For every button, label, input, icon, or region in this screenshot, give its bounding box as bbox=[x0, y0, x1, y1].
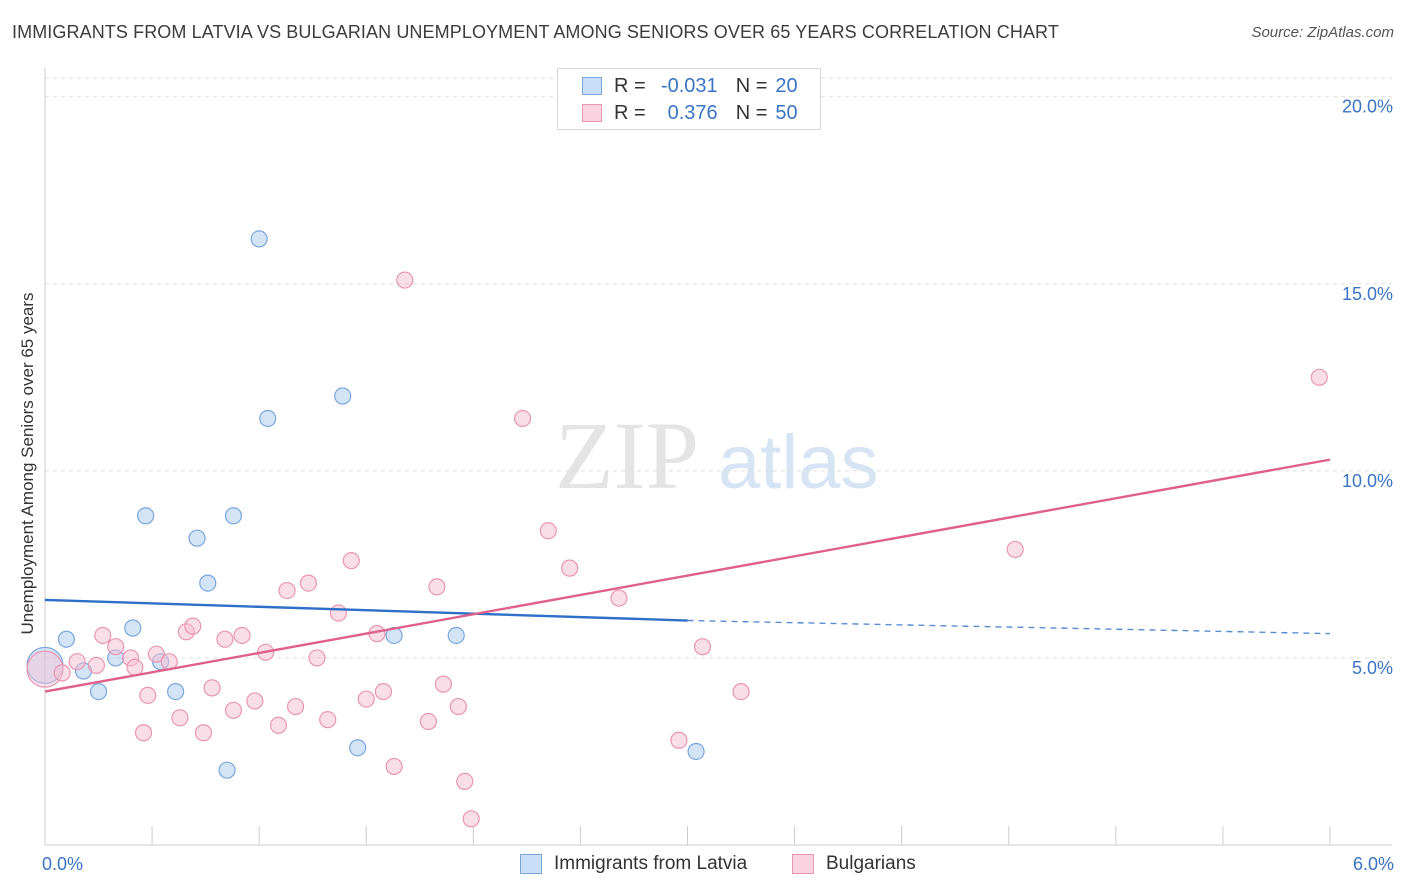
bulgarian-point bbox=[449, 697, 467, 716]
bulgarian-point bbox=[286, 697, 305, 716]
latvia-point bbox=[199, 574, 217, 592]
bulgarian-point bbox=[539, 522, 557, 540]
bulgarian-point bbox=[87, 656, 106, 675]
latvia-point bbox=[167, 682, 185, 701]
bulgarian-point bbox=[224, 701, 243, 719]
latvia-point bbox=[124, 619, 142, 637]
bulgarian-point bbox=[233, 626, 251, 645]
chart-title: IMMIGRANTS FROM LATVIA VS BULGARIAN UNEM… bbox=[12, 22, 1059, 42]
bulgarian-point bbox=[732, 682, 750, 701]
stats-row-latvia: R = -0.031 N = 20 bbox=[582, 73, 798, 99]
bulgarian-point bbox=[94, 626, 112, 645]
r-label: R = bbox=[614, 101, 646, 124]
bulgarian-point bbox=[278, 581, 296, 600]
bulgarian-point bbox=[107, 638, 125, 656]
latvia-point bbox=[188, 529, 206, 547]
bulgarian-point bbox=[147, 645, 165, 663]
legend-item-bulgarians[interactable]: Bulgarians bbox=[792, 852, 916, 876]
y-tick-label: 10.0% bbox=[1342, 471, 1393, 491]
bulgarian-point bbox=[396, 271, 414, 289]
bulgarian-point bbox=[68, 653, 86, 671]
latvia-point bbox=[687, 742, 705, 761]
bulgarian-point bbox=[194, 724, 213, 742]
latvia-point bbox=[447, 626, 465, 645]
n-label: N = bbox=[735, 74, 768, 97]
bulgarian-point bbox=[428, 578, 446, 596]
watermark-zip: ZIP bbox=[555, 402, 699, 509]
r-value-latvia: -0.031 bbox=[660, 74, 718, 97]
stats-box: R = -0.031 N = 20 R = 0.376 N = 50 bbox=[557, 68, 821, 130]
y-tick-label: 20.0% bbox=[1342, 97, 1393, 117]
watermark-atlas: atlas bbox=[718, 420, 879, 505]
latvia-point bbox=[259, 409, 277, 428]
stats-row-bulgarians: R = 0.376 N = 50 bbox=[582, 100, 798, 126]
bulgarian-point bbox=[308, 649, 326, 667]
latvia-point bbox=[250, 230, 268, 248]
y-axis-title: Unemployment Among Seniors over 65 years bbox=[18, 292, 37, 634]
bulgarian-point bbox=[670, 731, 688, 749]
y-tick-label: 5.0% bbox=[1352, 658, 1393, 678]
legend-bulgarians-label: Bulgarians bbox=[826, 853, 916, 874]
bulgarian-point bbox=[203, 679, 221, 697]
n-value-latvia: 20 bbox=[775, 74, 798, 97]
latvia-point bbox=[89, 682, 108, 701]
bulgarian-point bbox=[134, 724, 153, 742]
bulgarian-point bbox=[1310, 368, 1328, 386]
legend-latvia-swatch bbox=[520, 854, 542, 874]
bulgarian-point bbox=[53, 664, 71, 682]
legend-item-latvia[interactable]: Immigrants from Latvia bbox=[520, 852, 747, 876]
bulgarian-point bbox=[216, 630, 234, 648]
bulgarian-point bbox=[357, 690, 375, 708]
latvia-point bbox=[349, 739, 367, 757]
latvia-point bbox=[218, 761, 236, 779]
bulgarian-point bbox=[139, 686, 157, 704]
bulgarian-point bbox=[693, 638, 712, 656]
bulgarian-point bbox=[299, 574, 318, 592]
bulgarian-point bbox=[385, 757, 403, 776]
latvia-point bbox=[224, 507, 243, 525]
source-label: Source: ZipAtlas.com bbox=[1251, 24, 1394, 41]
latvia-point bbox=[57, 630, 76, 648]
bulgarian-point bbox=[171, 709, 189, 727]
bulgarian-point bbox=[561, 559, 579, 577]
bulgarian-point bbox=[374, 682, 392, 701]
bulgarian-point bbox=[126, 658, 144, 676]
bulgarian-point bbox=[1006, 540, 1024, 559]
latvia-swatch bbox=[582, 77, 602, 95]
bulgarians-swatch bbox=[582, 104, 602, 122]
bulgarian-trend-line bbox=[44, 458, 1331, 693]
bulgarian-point bbox=[462, 810, 480, 828]
bulgarian-point bbox=[419, 712, 437, 731]
x-tick-label: 0.0% bbox=[42, 854, 83, 874]
n-label: N = bbox=[735, 101, 768, 124]
legend-bulgarians-swatch bbox=[792, 854, 814, 874]
latvia-point bbox=[137, 507, 155, 525]
latvia-trend-line bbox=[44, 598, 688, 622]
bulgarian-point bbox=[246, 692, 264, 710]
latvia-trend-extension bbox=[687, 619, 1331, 635]
bulgarian-point bbox=[329, 604, 348, 622]
latvia-point bbox=[334, 387, 352, 405]
bulgarian-point bbox=[434, 675, 452, 693]
bulgarian-point bbox=[513, 409, 532, 428]
legend-latvia-label: Immigrants from Latvia bbox=[554, 853, 748, 874]
bulgarian-point bbox=[319, 711, 337, 729]
bulgarian-point bbox=[456, 772, 474, 790]
bulgarian-point bbox=[184, 617, 202, 635]
y-tick-label: 15.0% bbox=[1342, 284, 1393, 304]
bulgarian-point bbox=[610, 589, 628, 607]
bulgarian-point bbox=[342, 552, 360, 570]
n-value-bulgarians: 50 bbox=[775, 101, 798, 124]
r-label: R = bbox=[614, 74, 646, 97]
r-value-bulgarians: 0.376 bbox=[667, 101, 718, 124]
x-tick-label: 6.0% bbox=[1353, 854, 1394, 874]
bulgarian-point bbox=[269, 716, 288, 734]
